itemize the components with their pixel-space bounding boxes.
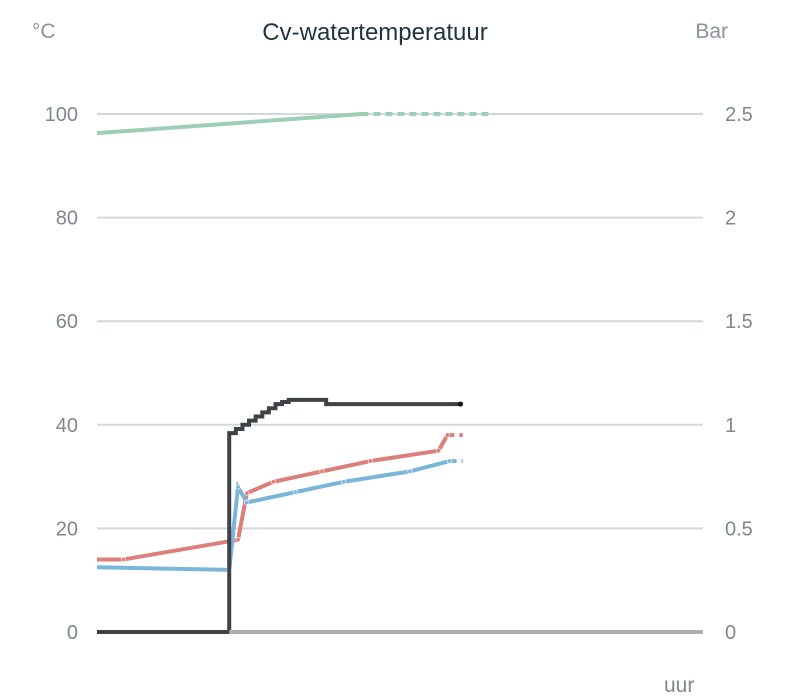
- series-3-point: [447, 458, 453, 464]
- chart-title: Cv-watertemperatuur: [262, 19, 488, 46]
- y-right-tick-label: 1: [725, 415, 736, 437]
- y-left-tick-label: 100: [45, 104, 78, 126]
- series-2-point: [120, 556, 126, 562]
- y-right-tick-label: 0: [725, 622, 736, 644]
- y-left-tick-label: 80: [56, 208, 78, 230]
- series-2-point: [319, 468, 325, 474]
- series-2-point: [235, 537, 241, 543]
- y-right-unit: Bar: [695, 20, 728, 43]
- series-line-4: [97, 397, 461, 634]
- series-line-1: [96, 112, 362, 136]
- y-right-tick-label: 1.5: [725, 311, 753, 333]
- series-3-point: [292, 489, 298, 495]
- y-left-tick-label: 60: [56, 311, 78, 333]
- series-3-point: [235, 484, 241, 490]
- series-2-point: [270, 479, 276, 485]
- y-right-tick-label: 2: [725, 208, 736, 230]
- series-2-point: [436, 448, 442, 454]
- series-4-end-point: [458, 401, 464, 407]
- series-2-point: [367, 458, 373, 464]
- y-left-tick-label: 20: [56, 518, 78, 540]
- y-left-tick-label: 40: [56, 415, 78, 437]
- y-left-unit: °C: [32, 20, 56, 43]
- series-3-point: [341, 479, 347, 485]
- y-left-tick-label: 0: [67, 622, 78, 644]
- series-2-point: [444, 432, 450, 438]
- series-3-point: [244, 499, 250, 505]
- series-2-point: [244, 490, 250, 496]
- series-3-point: [407, 468, 413, 474]
- y-right-tick-label: 2.5: [725, 104, 753, 126]
- y-right-tick-label: 0.5: [725, 518, 753, 540]
- x-axis-unit: uur: [664, 674, 695, 697]
